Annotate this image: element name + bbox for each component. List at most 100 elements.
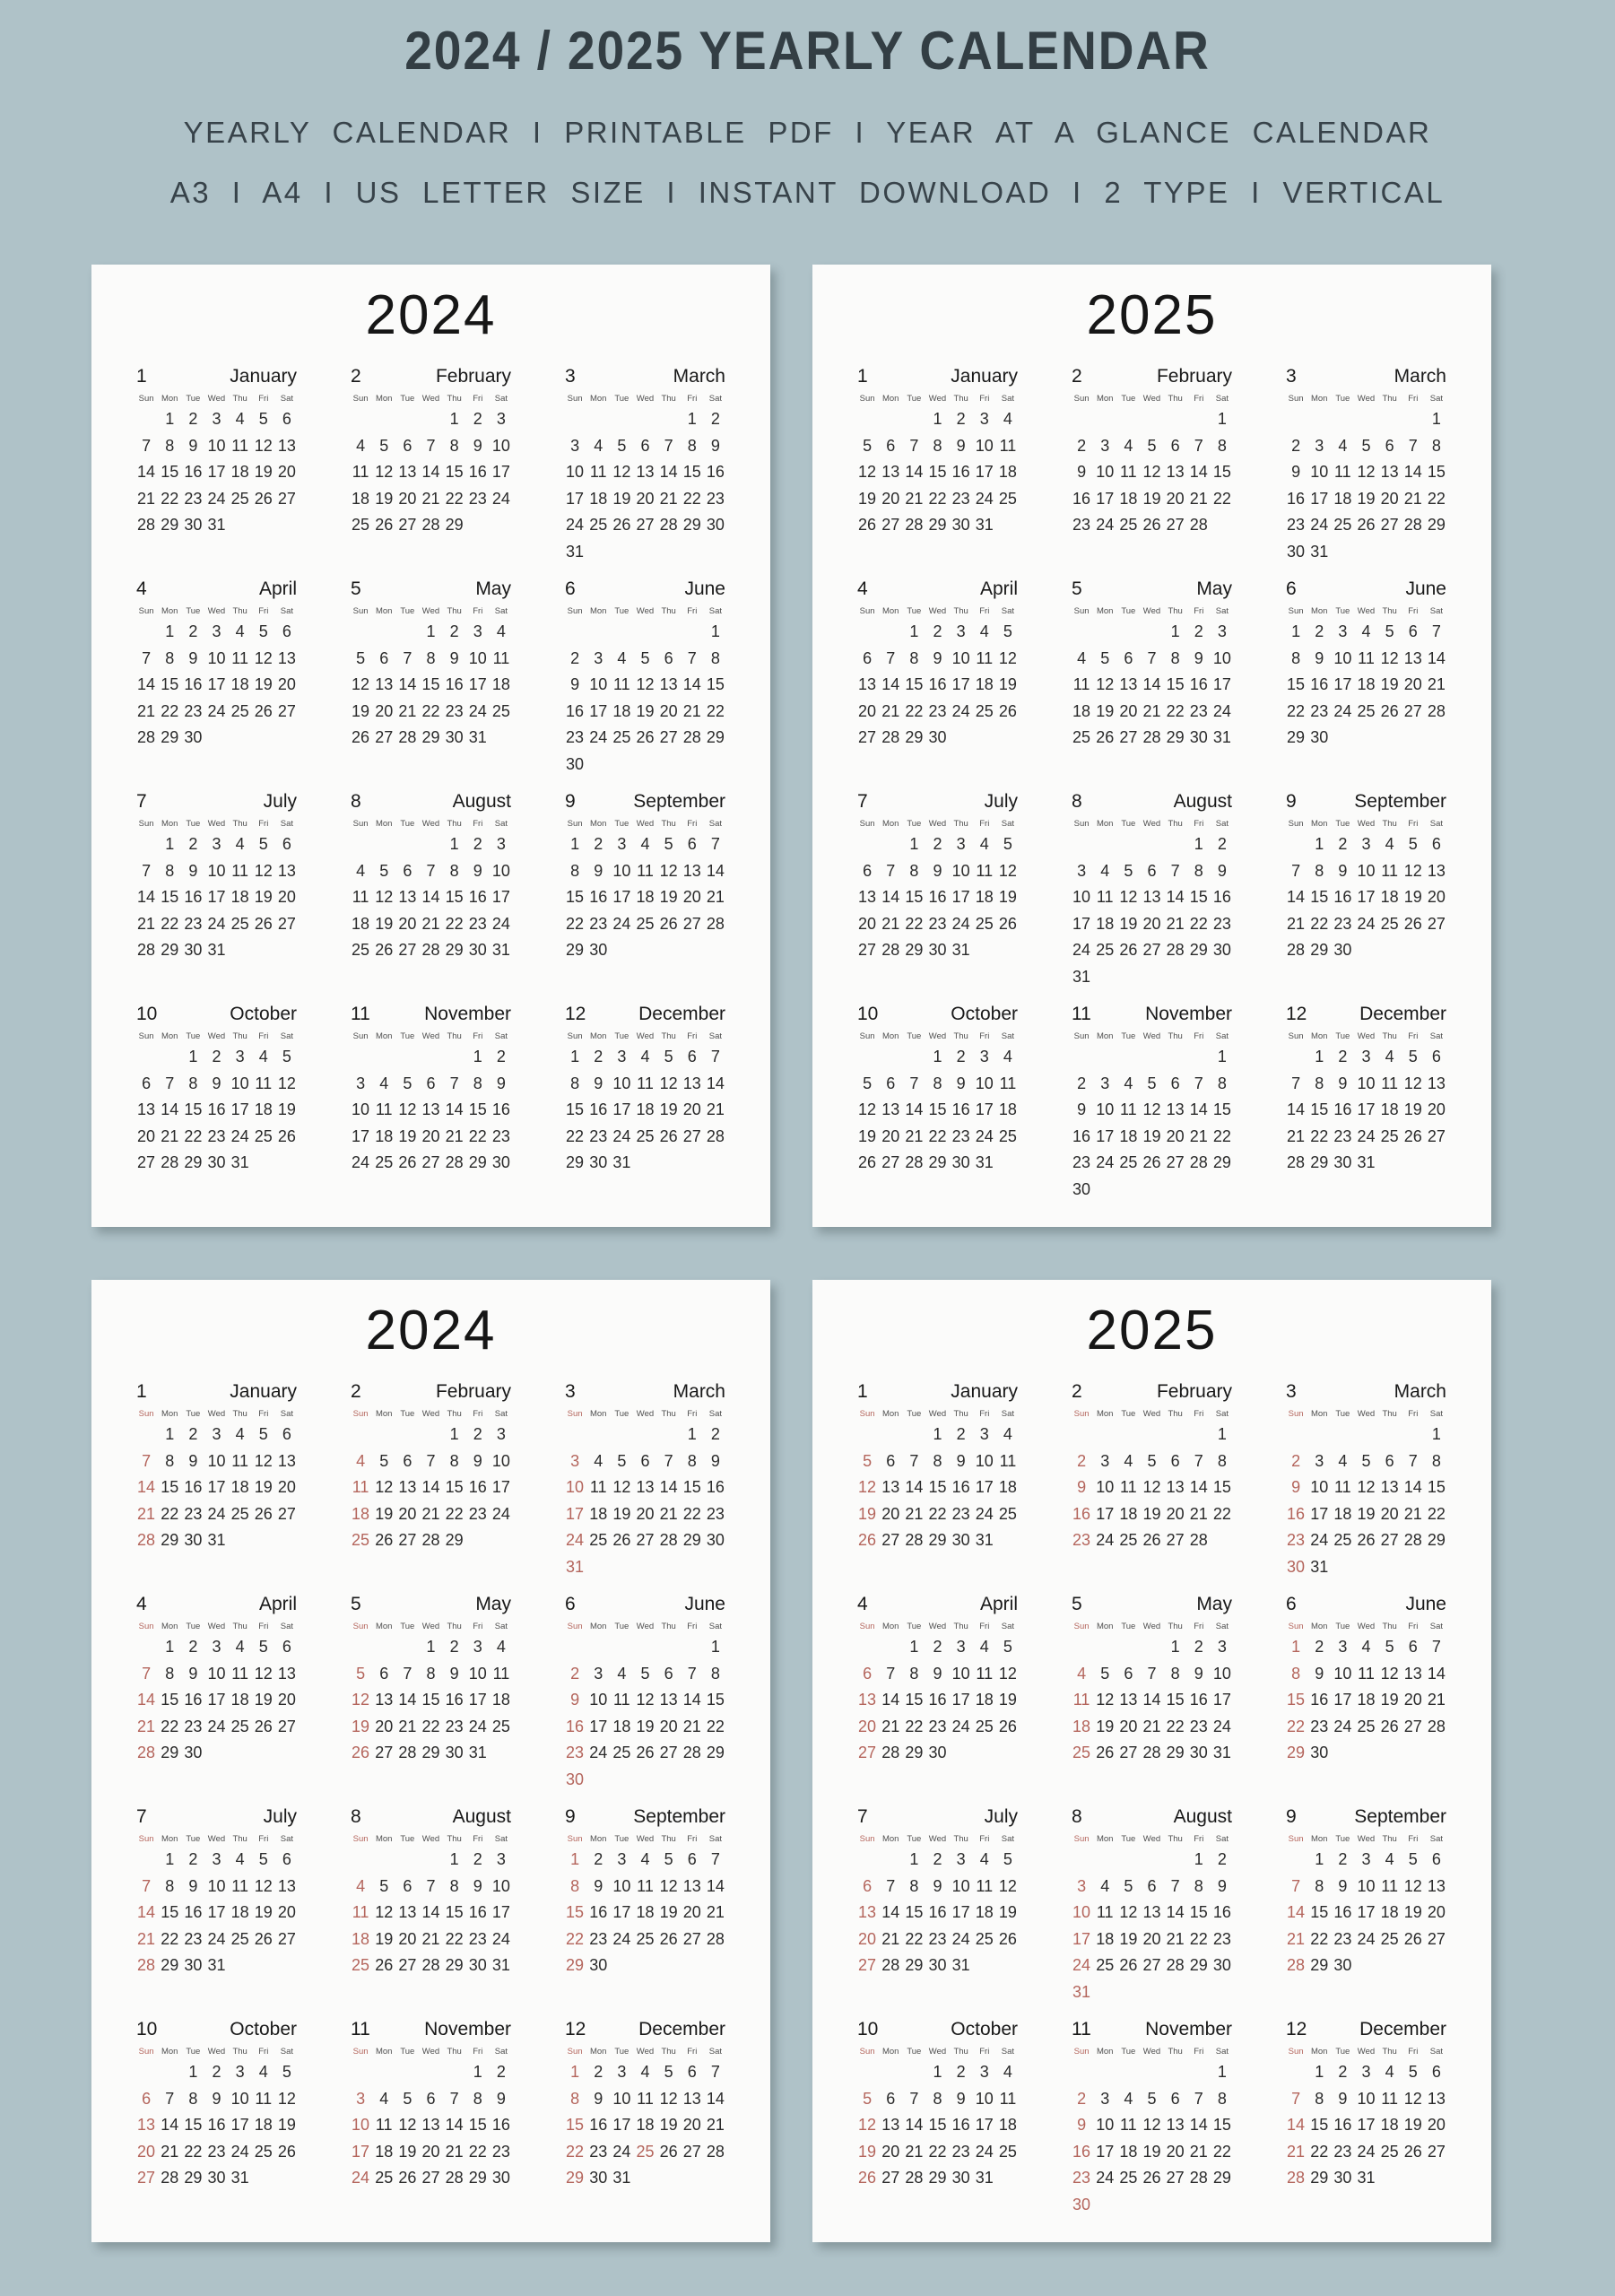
- empty-cell: [135, 1044, 158, 1071]
- weekday-label: Sun: [1288, 2047, 1304, 2057]
- date-cell: 15: [468, 2116, 487, 2135]
- date-cell: 11: [976, 1876, 994, 1895]
- date-cell: 14: [881, 675, 900, 694]
- weekday-label: Wed: [636, 2047, 655, 2057]
- date-cell: 30: [706, 1531, 725, 1550]
- date-cell: 4: [1385, 835, 1394, 854]
- month-calendar: 8 August Sun Mon Tue Wed Thu Fri Sat 1 2 3 4 5 6 7 8 9 10 1…: [349, 790, 513, 1003]
- date-cell: 11: [1072, 675, 1090, 694]
- date-cell: 10: [951, 1664, 970, 1683]
- empty-cell: [349, 619, 372, 646]
- date-cell: 5: [1408, 1048, 1418, 1066]
- date-cell: 3: [356, 2089, 366, 2108]
- weekday-label: Sun: [352, 606, 369, 617]
- dates-grid: 1 2 3 4 5 6 7 8 9 10 11 12 13 14 15 16 17 18 19 20 21 22 23 24 2…: [349, 2059, 513, 2192]
- date-cell: 15: [1427, 463, 1446, 482]
- date-cell: 13: [1427, 1876, 1446, 1895]
- weekday-label: Wed: [636, 1834, 655, 1845]
- date-cell: 5: [617, 1451, 627, 1470]
- weekday-label: Sun: [567, 819, 583, 830]
- date-cell: 14: [421, 1903, 440, 1922]
- date-cell: 2: [473, 1425, 482, 1444]
- weekday-label: Fri: [1408, 2047, 1419, 2057]
- date-cell: 28: [1166, 941, 1185, 960]
- date-cell: 30: [928, 728, 947, 747]
- date-cell: 27: [398, 1531, 417, 1550]
- date-cell: 23: [589, 2142, 608, 2161]
- date-cell: 23: [951, 2142, 970, 2161]
- date-cell: 26: [659, 1929, 678, 1948]
- date-cell: 20: [881, 1126, 900, 1145]
- empty-cell: [1093, 1847, 1116, 1874]
- date-cell: 17: [230, 2116, 249, 2135]
- date-cell: 14: [1403, 463, 1422, 482]
- date-cell: 30: [184, 1531, 203, 1550]
- weekday-row: Sun Mon Tue Wed Thu Fri Sat: [563, 606, 727, 616]
- date-cell: 27: [1119, 1744, 1138, 1762]
- date-cell: 2: [1194, 622, 1203, 641]
- date-cell: 17: [1072, 914, 1091, 933]
- date-cell: 30: [1333, 941, 1352, 960]
- empty-cell: [610, 1422, 633, 1448]
- date-cell: 15: [1310, 1903, 1329, 1922]
- weekday-label: Wed: [207, 1031, 226, 1042]
- date-cell: 7: [1194, 436, 1203, 455]
- date-cell: 2: [710, 410, 720, 429]
- date-cell: 28: [398, 1744, 417, 1762]
- date-cell: 5: [1100, 648, 1110, 667]
- weekday-label: Thu: [447, 1834, 462, 1845]
- empty-cell: [1140, 2059, 1163, 2086]
- date-cell: 20: [858, 1929, 877, 1948]
- month-number: 2: [1072, 1381, 1082, 1402]
- date-cell: 24: [1096, 516, 1115, 535]
- date-cell: 16: [706, 463, 725, 482]
- date-cell: 1: [165, 1850, 175, 1869]
- date-cell: 6: [282, 1850, 291, 1869]
- dates-grid: 1 2 3 4 5 6 7 8 9 10 11 12 13 14 15 16 17 18 19 20 21 22 23 24 2…: [349, 1422, 513, 1554]
- date-cell: 15: [1310, 888, 1329, 907]
- date-cell: 23: [1212, 914, 1231, 933]
- date-cell: 27: [1166, 1531, 1185, 1550]
- month-name: January: [951, 366, 1018, 387]
- date-cell: 28: [1427, 701, 1446, 720]
- weekday-label: Fri: [979, 819, 990, 830]
- date-cell: 19: [254, 1691, 273, 1709]
- weekday-label: Tue: [1121, 1031, 1136, 1042]
- date-cell: 30: [1212, 941, 1231, 960]
- date-cell: 30: [491, 1153, 510, 1172]
- date-cell: 17: [352, 1126, 370, 1145]
- date-cell: 6: [403, 436, 412, 455]
- date-cell: 5: [1408, 835, 1418, 854]
- weekday-label: Tue: [1335, 394, 1350, 404]
- month-calendar: 6 June Sun Mon Tue Wed Thu Fri Sat 1 2 3 4 5 6 7 8 9 10 11 1…: [563, 1593, 727, 1805]
- date-cell: 22: [184, 2142, 203, 2161]
- date-cell: 23: [1072, 2169, 1091, 2187]
- weekday-label: Tue: [186, 1622, 201, 1632]
- date-cell: 15: [1427, 1478, 1446, 1497]
- weekday-label: Thu: [1168, 2047, 1183, 2057]
- empty-cell: [1140, 1422, 1163, 1448]
- date-cell: 24: [1357, 914, 1376, 933]
- month-calendar: 2 February Sun Mon Tue Wed Thu Fri Sat 1 2 3 4 5 6 7 8 9 1…: [349, 365, 513, 578]
- date-cell: 16: [706, 1478, 725, 1497]
- date-cell: 10: [468, 1664, 487, 1683]
- weekday-label: Mon: [1310, 1031, 1328, 1042]
- date-cell: 30: [445, 1744, 464, 1762]
- date-cell: 5: [1003, 1850, 1012, 1869]
- weekday-label: Fri: [1408, 819, 1419, 830]
- date-cell: 23: [1072, 1153, 1091, 1172]
- date-cell: 19: [659, 888, 678, 907]
- weekday-label: Thu: [953, 394, 968, 404]
- empty-cell: [681, 619, 704, 646]
- empty-cell: [419, 831, 442, 858]
- weekday-label: Sun: [859, 2047, 875, 2057]
- date-cell: 4: [356, 1876, 366, 1895]
- date-cell: 6: [1431, 2063, 1441, 2082]
- date-cell: 13: [881, 463, 900, 482]
- date-cell: 19: [1403, 2116, 1422, 2135]
- date-cell: 4: [496, 1638, 506, 1657]
- date-cell: 21: [1166, 914, 1185, 933]
- dates-grid: 1 2 3 4 5 6 7 8 9 10 11 12 13 14 15 16 17 18 19 20 21 22 23 24 2…: [135, 1847, 299, 1979]
- date-cell: 24: [352, 1153, 370, 1172]
- date-cell: 17: [207, 1903, 226, 1922]
